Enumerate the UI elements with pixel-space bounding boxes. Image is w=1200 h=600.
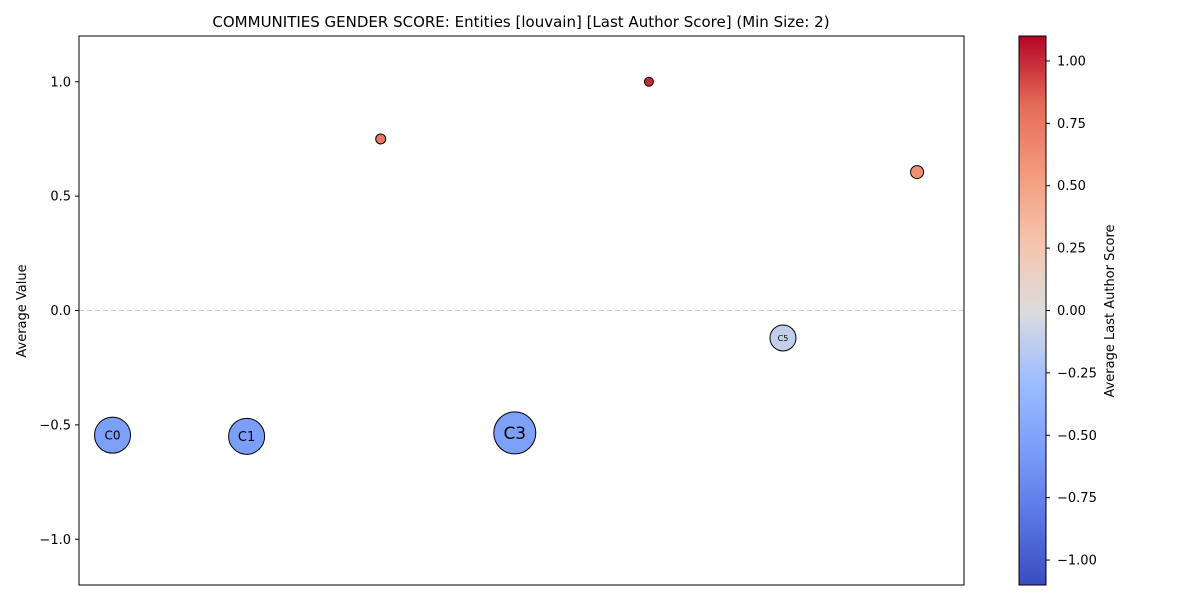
- colorbar-tick-label: 0.25: [1057, 242, 1086, 257]
- colorbar-tick-label: 1.00: [1057, 54, 1086, 69]
- y-ticks: −1.0 −0.5 0.0 0.5 1.0: [39, 75, 79, 548]
- points-layer: C0 C1 C3 C5: [94, 76, 925, 455]
- colorbar-tick-label: −0.25: [1057, 366, 1097, 381]
- colorbar-tick-label: −0.75: [1057, 491, 1097, 506]
- colorbar-gradient: [1018, 35, 1047, 586]
- colorbar-tick-label: 0.50: [1057, 179, 1086, 194]
- community-point: [769, 324, 797, 352]
- community-label: C1: [238, 430, 255, 445]
- colorbar-label: Average Last Author Score: [1103, 224, 1118, 397]
- y-tick-label: −1.0: [39, 533, 71, 548]
- y-tick-label: 0.5: [50, 190, 71, 205]
- chart-title: COMMUNITIES GENDER SCORE: Entities [louv…: [212, 13, 829, 31]
- y-tick-label: −0.5: [39, 418, 71, 433]
- colorbar-tick-label: −0.50: [1057, 429, 1097, 444]
- community-point: [228, 417, 266, 455]
- y-tick-label: 1.0: [50, 75, 71, 90]
- community-label: C5: [778, 334, 789, 343]
- colorbar-tick-label: 0.75: [1057, 117, 1086, 132]
- community-point: [94, 416, 132, 454]
- community-point: [493, 411, 537, 455]
- colorbar-tick-label: −1.00: [1057, 554, 1097, 569]
- y-axis-label: Average Value: [15, 264, 30, 357]
- community-point: [910, 165, 925, 180]
- y-tick-label: 0.0: [50, 304, 71, 319]
- community-point: [643, 76, 654, 87]
- community-point: [375, 133, 387, 145]
- colorbar: −1.00 −0.75 −0.50 −0.25 0.00 0.25 0.50 0.75 1.00…: [1018, 35, 1118, 586]
- community-label: C3: [503, 424, 526, 444]
- community-label: C0: [105, 428, 121, 442]
- colorbar-ticks: −1.00 −0.75 −0.50 −0.25 0.00 0.25 0.50 0.75 1.00: [1046, 54, 1097, 569]
- plot-area: C0 C1 C3 C5 −1.0 −0.5 0.0 0.5 1.0: [39, 35, 965, 586]
- colorbar-tick-label: 0.00: [1057, 304, 1086, 319]
